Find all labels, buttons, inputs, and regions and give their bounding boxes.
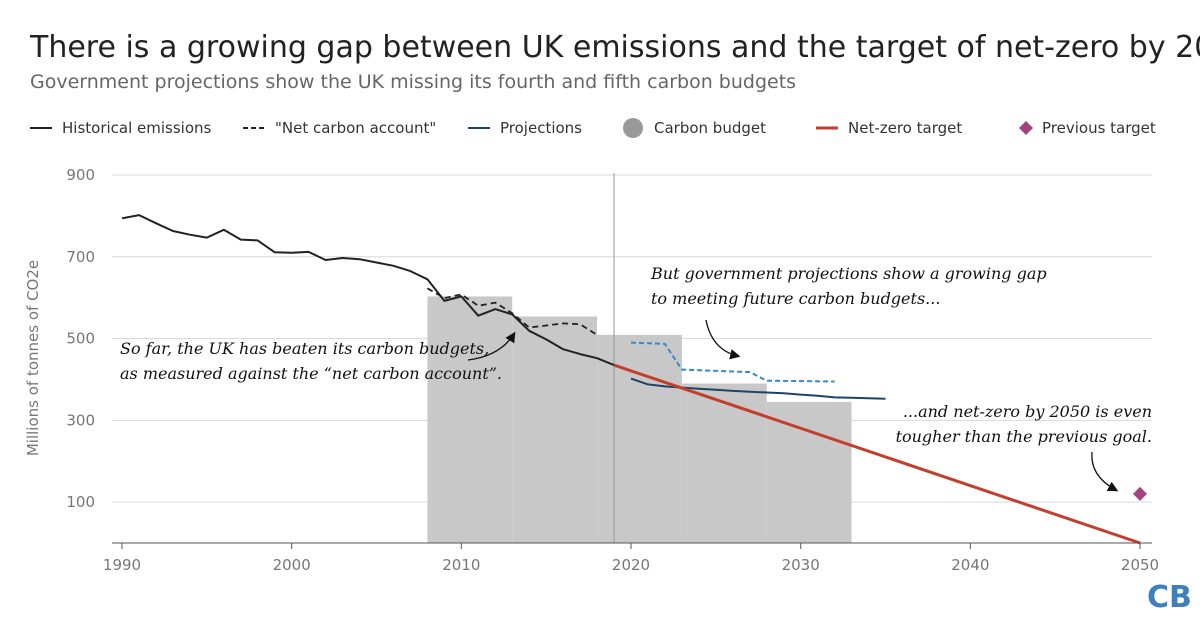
carbon-brief-logo: CB <box>1147 580 1192 615</box>
x-tick-label-2030: 2030 <box>782 556 820 574</box>
carbon-budget-bar-2 <box>512 316 598 543</box>
legend-label: Previous target <box>1042 119 1156 137</box>
legend-swatch <box>1019 121 1033 135</box>
carbon-budget-bars <box>427 296 852 543</box>
legend-item-carbon-budget: Carbon budget <box>623 118 766 138</box>
x-tick-label-2000: 2000 <box>273 556 311 574</box>
legend-item-projections: Projections <box>468 119 582 137</box>
x-tick-label-2050: 2050 <box>1121 556 1159 574</box>
annotation-a2-line-1: But government projections show a growin… <box>650 264 1047 283</box>
annotation-arrow-3 <box>1091 451 1119 492</box>
axes: 1990 2000 2010 2020 2030 2040 2050 100 300 500 700… <box>66 166 1159 574</box>
x-tick-label-2010: 2010 <box>442 556 480 574</box>
series-lines <box>121 214 1147 545</box>
legend-label: Net-zero target <box>848 119 962 137</box>
previous-target-point <box>1133 486 1147 501</box>
legend-swatch <box>623 118 643 138</box>
carbon-budget-bar-1 <box>427 296 513 543</box>
chart-subtitle: Government projections show the UK missi… <box>30 71 796 93</box>
series-historical <box>121 214 615 367</box>
legend: Historical emissions "Net carbon account"… <box>30 118 1156 138</box>
series-net-zero <box>613 363 1141 545</box>
y-tick-label-900: 900 <box>66 166 95 184</box>
legend-label: Carbon budget <box>654 119 766 137</box>
legend-item-previous-target: Previous target <box>1019 119 1156 137</box>
y-tick-label-100: 100 <box>66 493 95 511</box>
legend-label: Projections <box>500 119 582 137</box>
legend-label: Historical emissions <box>62 119 212 137</box>
annotation-a1-line-1: So far, the UK has beaten its carbon bud… <box>120 339 489 358</box>
annotation-a3-line-1: ...and net-zero by 2050 is even <box>903 402 1152 421</box>
series-projections <box>630 377 886 400</box>
series-net-carbon-account <box>426 287 598 336</box>
x-tick-label-2020: 2020 <box>612 556 650 574</box>
y-tick-label-500: 500 <box>66 330 95 348</box>
x-tick-label-2040: 2040 <box>951 556 989 574</box>
logo-text: CB <box>1147 580 1192 615</box>
annotations: So far, the UK has beaten its carbon bud… <box>120 264 1152 492</box>
y-tick-label-300: 300 <box>66 411 95 429</box>
annotation-arrow-1 <box>467 331 516 361</box>
annotation-arrow-2 <box>705 319 741 360</box>
carbon-budget-bar-4 <box>681 383 767 543</box>
annotation-a2-line-2: to meeting future carbon budgets... <box>651 289 940 308</box>
series-projections-dashed <box>630 341 835 383</box>
chart-title: There is a growing gap between UK emissi… <box>29 30 1200 65</box>
annotation-a3-line-2: tougher than the previous goal. <box>896 427 1152 446</box>
x-tick-label-1990: 1990 <box>103 556 141 574</box>
y-tick-label-700: 700 <box>66 248 95 266</box>
legend-label: "Net carbon account" <box>275 119 436 137</box>
carbon-budget-bar-5 <box>766 401 852 543</box>
legend-item-net-zero: Net-zero target <box>816 119 962 137</box>
carbon-budget-bar-3 <box>597 334 682 543</box>
legend-item-historical: Historical emissions <box>30 119 212 137</box>
y-axis-title: Millions of tonnes of CO2e <box>24 260 42 456</box>
annotation-a1-line-2: as measured against the “net carbon acco… <box>120 364 502 383</box>
legend-item-net-carbon-account: "Net carbon account" <box>243 119 436 137</box>
